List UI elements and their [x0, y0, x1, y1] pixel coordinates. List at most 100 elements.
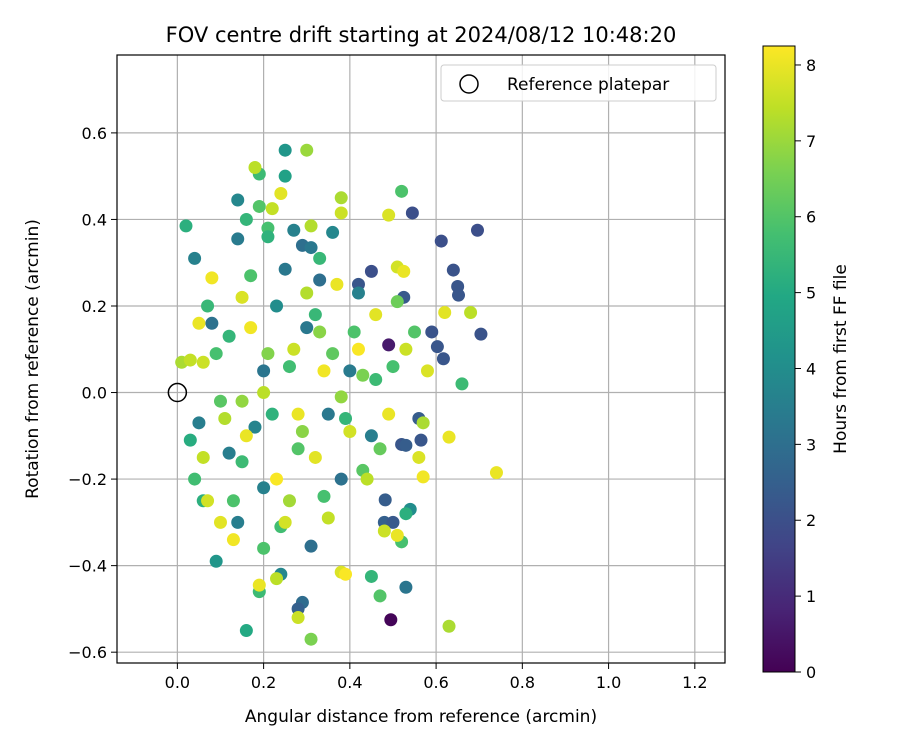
data-point [321, 511, 335, 525]
colorbar-tick-label: 4 [806, 359, 816, 378]
data-point [395, 184, 409, 198]
data-point [239, 624, 253, 638]
data-point [442, 430, 456, 444]
data-point [213, 394, 227, 408]
data-point [188, 472, 202, 486]
data-point [326, 225, 340, 239]
data-point [364, 569, 378, 583]
data-point [438, 305, 452, 319]
data-point [390, 528, 404, 542]
colorbar-gradient [763, 46, 795, 672]
data-point [351, 342, 365, 356]
data-point [430, 340, 444, 354]
data-point [304, 539, 318, 553]
data-point [464, 305, 478, 319]
data-point [201, 299, 215, 313]
data-point [313, 325, 327, 339]
data-point [308, 450, 322, 464]
data-point [257, 481, 271, 495]
data-point [213, 515, 227, 529]
data-point [399, 342, 413, 356]
data-point [274, 186, 288, 200]
data-point [373, 589, 387, 603]
data-point [278, 262, 292, 276]
data-point [244, 269, 258, 283]
data-point [252, 578, 266, 592]
data-point [257, 541, 271, 555]
data-point [270, 572, 284, 586]
data-point [304, 219, 318, 233]
data-point [226, 494, 240, 508]
data-point [261, 347, 275, 361]
data-point [287, 342, 301, 356]
data-point [369, 308, 383, 322]
x-tick-label: 0.2 [251, 673, 276, 692]
data-point [446, 263, 460, 277]
y-tick-label: 0.2 [82, 297, 107, 316]
data-point [414, 433, 428, 447]
data-point [282, 360, 296, 374]
y-tick-label: −0.2 [68, 470, 107, 489]
data-point [474, 327, 488, 341]
y-tick-label: −0.4 [68, 557, 107, 576]
data-point [304, 241, 318, 255]
data-point [222, 329, 236, 343]
data-point [356, 368, 370, 382]
data-point [442, 619, 456, 633]
data-point [257, 364, 271, 378]
data-point [399, 580, 413, 594]
data-point [347, 325, 361, 339]
data-point [265, 407, 279, 421]
data-point [377, 524, 391, 538]
data-point [489, 466, 503, 480]
data-point [201, 494, 215, 508]
data-point [278, 169, 292, 183]
data-point [235, 290, 249, 304]
data-point [382, 208, 396, 222]
data-point [265, 202, 279, 216]
data-point [231, 193, 245, 207]
data-point [209, 347, 223, 361]
data-point [330, 277, 344, 291]
x-axis-ticks: 0.0 0.2 0.4 0.6 0.8 1.0 1.2 [165, 663, 708, 692]
data-point [384, 613, 398, 627]
data-point [270, 299, 284, 313]
data-point [436, 352, 450, 366]
data-point [382, 338, 396, 352]
data-point [300, 321, 314, 335]
legend-entry-label: Reference platepar [507, 75, 669, 95]
data-point [239, 429, 253, 443]
data-point [399, 438, 413, 452]
data-point [196, 355, 210, 369]
legend-box [440, 64, 717, 102]
x-axis-label: Angular distance from reference (arcmin) [245, 707, 597, 727]
data-point [248, 420, 262, 434]
data-point [196, 450, 210, 464]
colorbar: 0 1 2 3 4 5 6 7 8 Hours from first FF file [762, 45, 851, 682]
data-point [425, 325, 439, 339]
y-axis-label: Rotation from reference (arcmin) [23, 219, 43, 499]
data-point [235, 455, 249, 469]
data-point [399, 507, 413, 521]
data-point [278, 515, 292, 529]
data-point [364, 264, 378, 278]
data-point [179, 219, 193, 233]
legend: Reference platepar [440, 64, 717, 102]
data-point [205, 316, 219, 330]
data-point [313, 273, 327, 287]
y-tick-label: 0.0 [82, 384, 107, 403]
grid [117, 55, 725, 663]
data-point [369, 373, 383, 387]
chart-title: FOV centre drift starting at 2024/08/12 … [166, 23, 677, 47]
data-point [339, 567, 353, 581]
data-point [205, 271, 219, 285]
data-point [192, 316, 206, 330]
data-point [257, 386, 271, 400]
x-tick-label: 0.0 [165, 673, 190, 692]
data-point [291, 442, 305, 456]
data-point [252, 199, 266, 213]
data-point [291, 407, 305, 421]
colorbar-tick-label: 5 [806, 284, 816, 303]
